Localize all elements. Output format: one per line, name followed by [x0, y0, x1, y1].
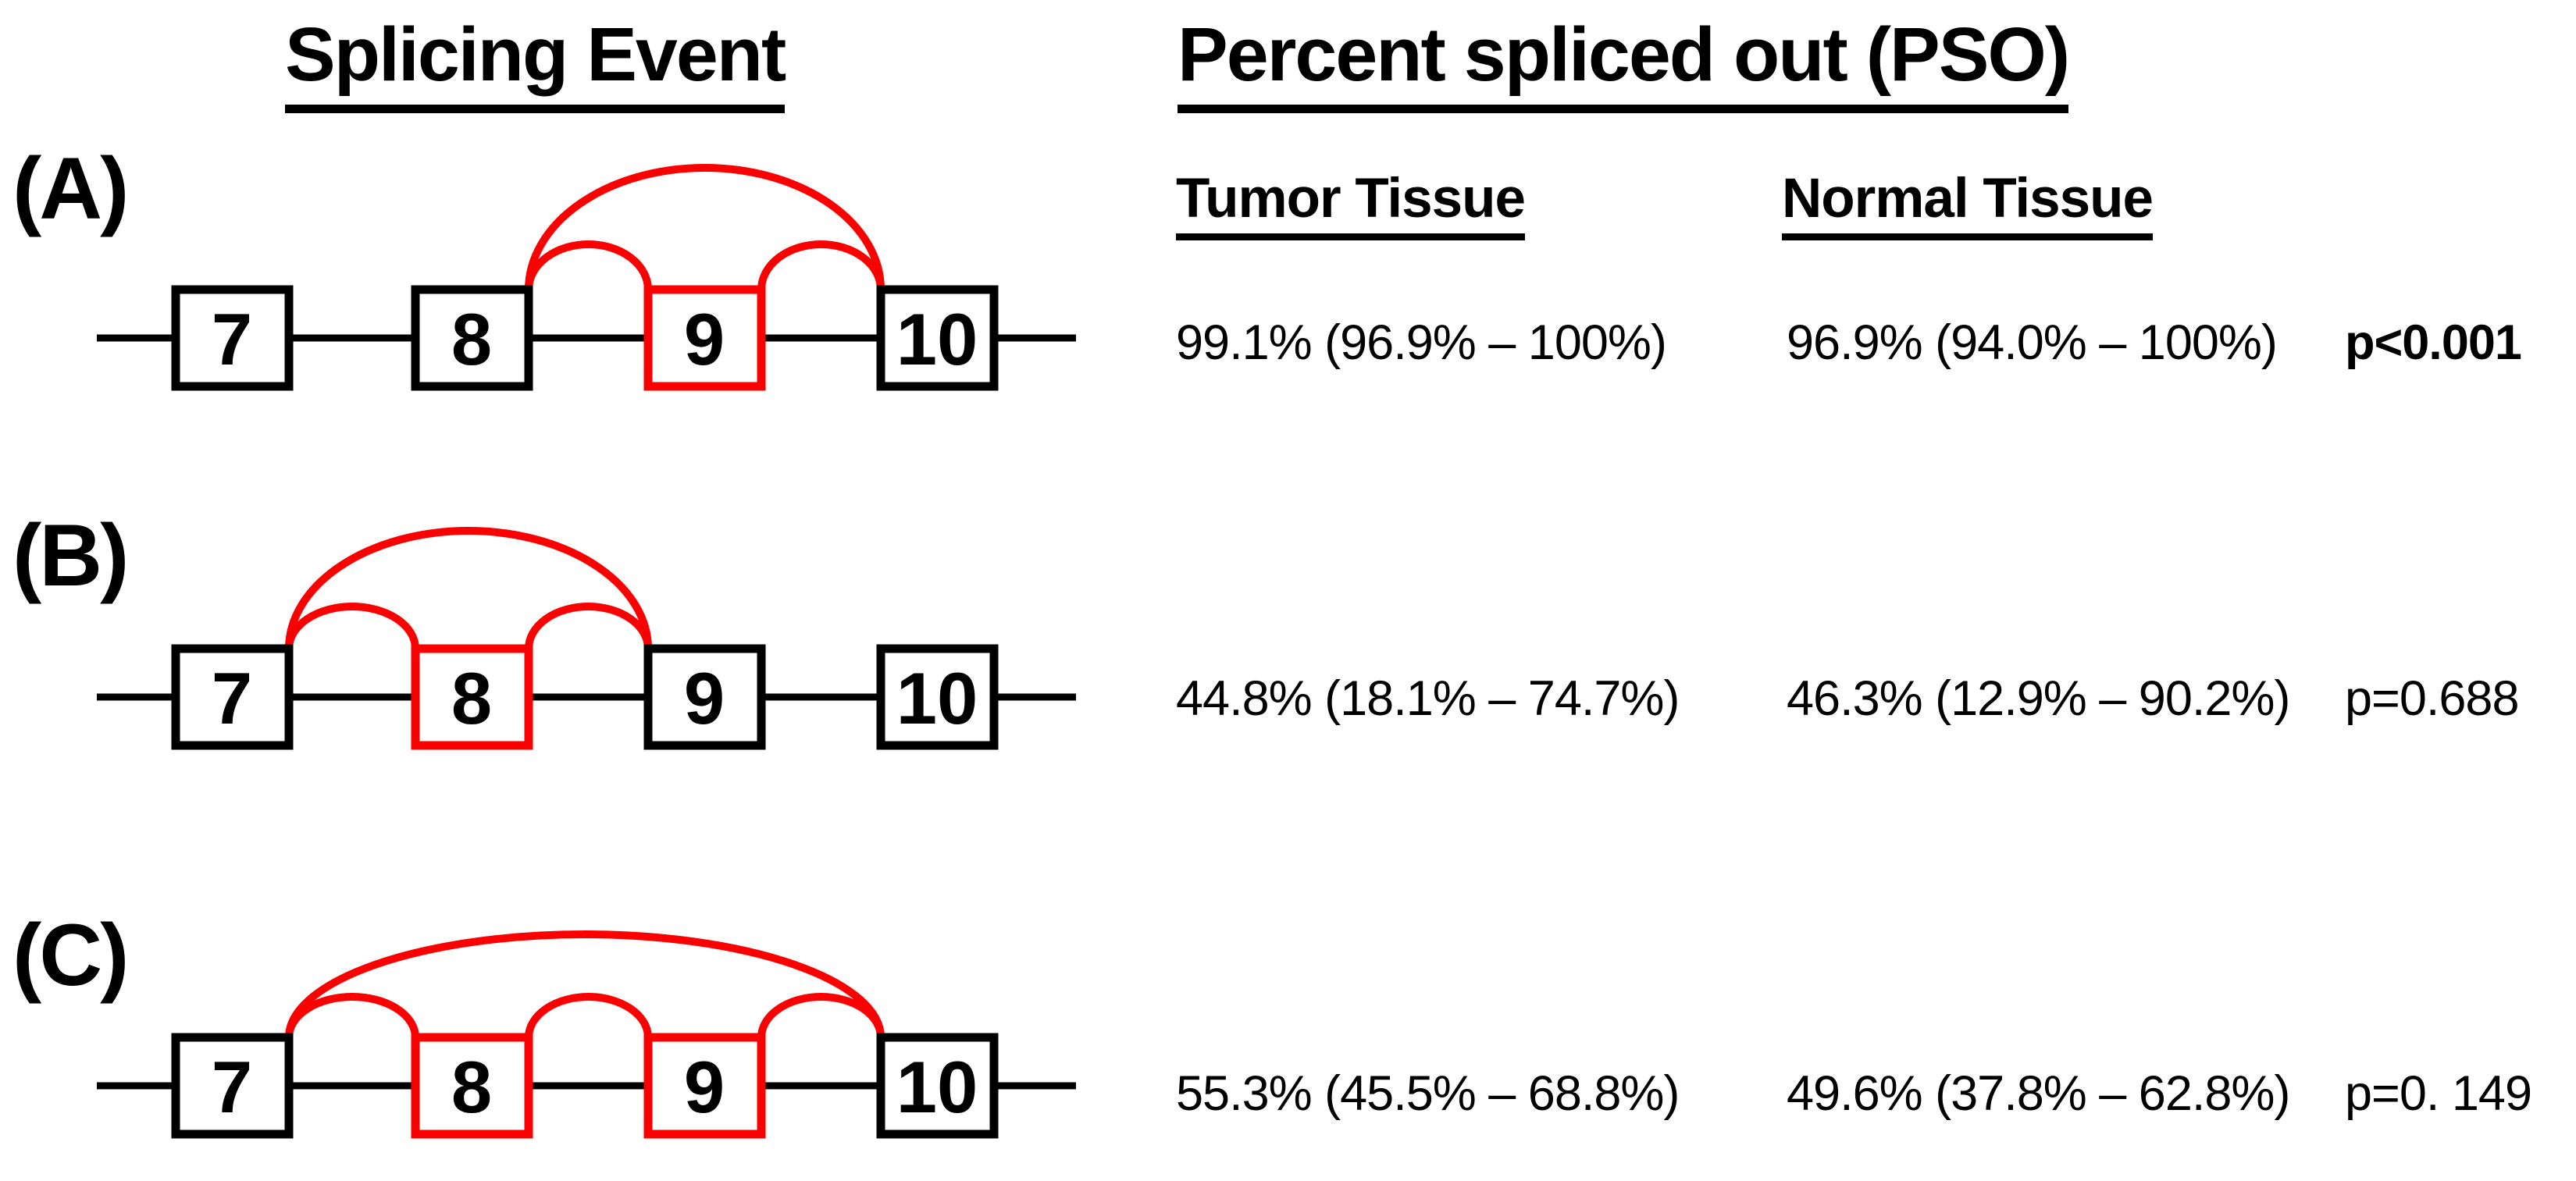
normal-pso-value-c: 49.6% (37.8% – 62.8%) [1787, 1066, 2290, 1121]
normal-pso-value-b: 46.3% (12.9% – 90.2%) [1787, 671, 2290, 726]
exon-box-9 [643, 285, 766, 391]
exon-number: 9 [684, 657, 725, 739]
p-value-c: p=0. 149 [2345, 1066, 2532, 1121]
exon-box-8 [411, 285, 533, 391]
tumor-tissue-header: Tumor Tissue [1176, 165, 1526, 240]
pso-title: Percent spliced out (PSO) [1178, 5, 2070, 114]
exon-number: 10 [896, 1046, 978, 1128]
normal-pso-value-a: 96.9% (94.0% – 100%) [1787, 315, 2278, 370]
splice-arc-9-10 [757, 240, 885, 293]
splicing-diagram: 7 8 9 10 7 8 9 10 [97, 164, 1076, 1139]
splice-arc-7-10 [285, 930, 885, 1041]
exon-box-8 [411, 1033, 533, 1139]
splice-arc-8-9 [525, 240, 652, 293]
tumor-pso-value-c: 55.3% (45.5% – 68.8%) [1176, 1066, 1680, 1121]
splicing-event-title: Splicing Event [285, 5, 786, 114]
panel-label-a: (A) [12, 140, 129, 237]
p-value-a: p<0.001 [2345, 315, 2522, 370]
exon-number: 10 [896, 657, 978, 739]
exon-number: 7 [212, 657, 252, 739]
exon-number: 9 [684, 1046, 725, 1128]
exon-box-9 [643, 1033, 766, 1139]
splice-diagram-row-a: 7 8 9 10 [97, 164, 1076, 391]
splice-arc-7-8 [285, 603, 419, 653]
exon-box-7 [171, 644, 294, 750]
splice-arc-7-9 [285, 527, 652, 653]
exon-number: 9 [684, 298, 725, 380]
exon-box-10 [876, 644, 999, 750]
exon-number: 7 [212, 298, 252, 380]
splice-diagram-row-c: 7 8 9 10 [97, 930, 1076, 1139]
splice-arc-8-9 [525, 993, 652, 1041]
exon-box-7 [171, 285, 294, 391]
exon-box-8 [411, 644, 533, 750]
splice-arc-8-10 [525, 164, 885, 293]
exon-number: 10 [896, 298, 978, 380]
splice-diagram-row-b: 7 8 9 10 [97, 527, 1076, 750]
tumor-pso-value-a: 99.1% (96.9% – 100%) [1176, 315, 1667, 370]
exon-box-10 [876, 1033, 999, 1139]
exon-number: 8 [451, 298, 492, 380]
panel-label-c: (C) [12, 906, 129, 1004]
normal-tissue-header: Normal Tissue [1782, 165, 2154, 240]
tumor-pso-value-b: 44.8% (18.1% – 74.7%) [1176, 671, 1680, 726]
exon-box-10 [876, 285, 999, 391]
exon-box-7 [171, 1033, 294, 1139]
exon-number: 8 [451, 1046, 492, 1128]
exon-number: 7 [212, 1046, 252, 1128]
exon-box-9 [643, 644, 766, 750]
exon-number: 8 [451, 657, 492, 739]
splice-arc-8-9 [525, 603, 652, 653]
panel-label-b: (B) [12, 507, 129, 604]
p-value-b: p=0.688 [2345, 671, 2519, 726]
